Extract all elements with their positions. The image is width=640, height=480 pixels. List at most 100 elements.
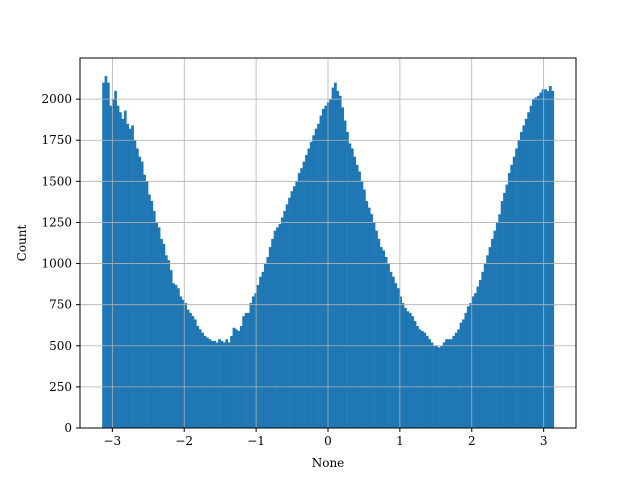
- histogram-bar: [116, 105, 120, 428]
- histogram-bar: [213, 340, 216, 428]
- histogram-bar: [179, 296, 183, 428]
- histogram-bar: [459, 322, 463, 428]
- histogram-bar: [307, 148, 311, 428]
- histogram-bar: [464, 312, 468, 428]
- histogram-bar: [416, 326, 419, 428]
- histogram-bar: [227, 342, 231, 428]
- histogram-bar: [408, 312, 412, 428]
- histogram-bar: [280, 217, 284, 428]
- histogram-bar: [418, 329, 422, 428]
- x-tick-label: 2: [468, 434, 476, 448]
- histogram-bar: [377, 238, 381, 428]
- histogram-bar: [452, 335, 456, 428]
- histogram-bar: [276, 227, 279, 428]
- x-tick-label: −3: [103, 434, 121, 448]
- histogram-bar: [218, 339, 221, 428]
- histogram-bar: [150, 201, 154, 428]
- histogram-bar: [305, 155, 308, 428]
- histogram-bar: [495, 222, 499, 428]
- histogram-bar: [143, 174, 146, 428]
- x-tick-label: −1: [247, 434, 265, 448]
- histogram-bar: [155, 222, 159, 428]
- histogram-bar: [442, 342, 446, 428]
- histogram-bar: [466, 306, 470, 428]
- histogram-bar: [539, 92, 543, 429]
- histogram-bar: [445, 339, 448, 428]
- histogram-bar: [471, 296, 475, 428]
- histogram-bar: [208, 339, 212, 428]
- histogram-bar: [251, 296, 255, 428]
- histogram-bar: [474, 293, 477, 428]
- histogram-bar: [196, 326, 200, 428]
- histogram-bar: [423, 332, 427, 428]
- histogram-bar: [138, 156, 142, 428]
- histogram-bar: [278, 224, 282, 428]
- histogram-bar: [254, 293, 258, 428]
- histogram-bar: [522, 125, 526, 428]
- histogram-bar: [536, 95, 540, 429]
- histogram-bar: [319, 115, 323, 429]
- histogram-bar: [247, 312, 250, 428]
- histogram-bar: [507, 173, 511, 428]
- histogram-bar: [285, 204, 289, 428]
- x-tick-label: 0: [324, 434, 332, 448]
- histogram-bar: [420, 330, 424, 428]
- histogram-bar: [399, 296, 402, 428]
- histogram-bar: [428, 339, 431, 428]
- y-tick-label: 750: [49, 298, 72, 312]
- histogram-bar: [220, 340, 224, 428]
- histogram-bar: [215, 342, 219, 428]
- histogram-bar: [498, 214, 501, 428]
- histogram-bar: [321, 108, 325, 428]
- histogram-bar: [375, 230, 378, 428]
- y-tick-label: 1750: [41, 133, 72, 147]
- histogram-bar: [300, 168, 303, 428]
- histogram-bar: [379, 247, 383, 428]
- histogram-bar: [302, 161, 306, 428]
- histogram-bar: [469, 303, 473, 428]
- histogram-bar: [261, 271, 265, 428]
- histogram-bar: [273, 230, 277, 428]
- histogram-bar: [336, 90, 340, 428]
- histogram-bar: [177, 288, 180, 428]
- y-tick-label: 0: [64, 421, 72, 435]
- histogram-bar: [157, 227, 161, 428]
- histogram-bar: [500, 201, 504, 428]
- histogram-bar: [172, 283, 175, 428]
- histogram-bar: [235, 329, 238, 428]
- histogram-bar: [297, 173, 301, 428]
- histogram-bar: [312, 135, 316, 429]
- histogram-bar: [343, 120, 347, 428]
- x-axis-ticks: −3 −2 −1 0 1 2 3: [103, 428, 547, 448]
- histogram-bar: [181, 299, 185, 428]
- histogram-bar: [517, 140, 521, 428]
- histogram-bar: [259, 276, 262, 428]
- histogram-bar: [189, 312, 192, 428]
- histogram-bar: [548, 85, 552, 428]
- histogram-bar: [534, 97, 538, 428]
- histogram-bar: [331, 87, 335, 428]
- y-tick-label: 250: [49, 380, 72, 394]
- histogram-bar: [372, 222, 376, 428]
- histogram-bar: [109, 105, 113, 428]
- histogram-bar: [198, 329, 202, 428]
- histogram-bar: [164, 255, 168, 428]
- histogram-bar: [334, 82, 337, 429]
- histogram-bar: [140, 161, 144, 428]
- histogram-bar: [493, 230, 497, 428]
- histogram-bar: [210, 340, 214, 428]
- histogram-bar: [314, 128, 318, 428]
- histogram-bar: [266, 256, 270, 428]
- histogram-bar: [447, 339, 451, 428]
- histogram-bar: [394, 283, 398, 428]
- x-axis-label: None: [312, 456, 345, 470]
- histogram-bar: [355, 164, 359, 428]
- histogram-bar: [512, 156, 516, 428]
- histogram-bar: [128, 128, 132, 428]
- histogram-bar: [425, 335, 429, 428]
- histogram-bar: [365, 201, 369, 428]
- histogram-bar: [309, 141, 313, 428]
- histogram-bar: [237, 330, 241, 428]
- histogram-bar: [392, 276, 395, 428]
- histogram-bar: [230, 335, 233, 428]
